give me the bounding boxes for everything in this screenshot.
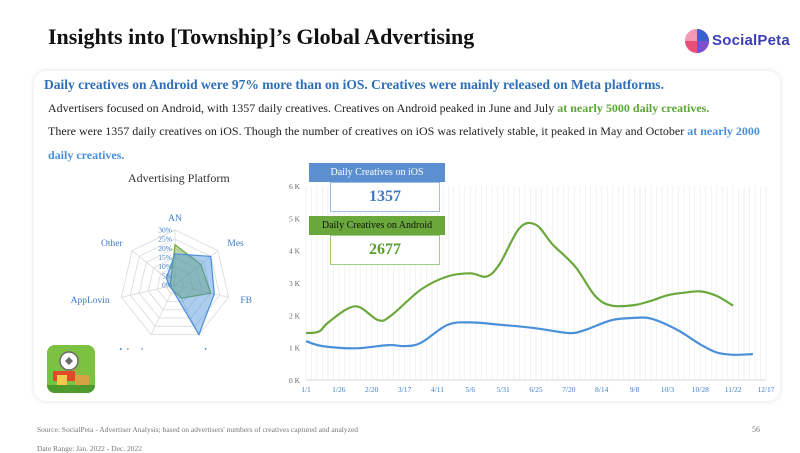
township-app-icon xyxy=(47,345,95,393)
radar-axis-label: AppLovin xyxy=(71,296,110,306)
radar-tick-label: 20% xyxy=(158,244,172,253)
chart-x-tick-label: 10/3 xyxy=(661,385,675,394)
radar-axis-label: Admob xyxy=(117,347,146,350)
chart-y-tick-label: 4 K xyxy=(289,247,301,256)
chart-x-tick-label: 12/17 xyxy=(757,385,774,394)
radar-axis-label: AN xyxy=(168,214,182,224)
radar-axis-label: Other xyxy=(101,239,123,249)
radar-spoke xyxy=(174,284,229,298)
chart-x-tick-label: 7/20 xyxy=(562,385,576,394)
page-number: 56 xyxy=(752,425,760,434)
chart-x-tick-label: 1/1 xyxy=(301,385,311,394)
radar-tick-label: 5% xyxy=(162,271,172,280)
ios-legend-value: 1357 xyxy=(330,182,440,212)
radar-ring xyxy=(156,266,194,302)
chart-x-tick-label: 11/22 xyxy=(725,385,742,394)
footer-date-range: Date Range: Jan. 2022 - Dec. 2022 xyxy=(37,444,142,453)
radar-ring xyxy=(120,229,230,336)
chart-y-ticks: 0 K 1 K 2 K 3 K 4 K 5 K 6 K xyxy=(289,182,301,385)
chart-x-tick-label: 10/28 xyxy=(692,385,709,394)
radar-spoke xyxy=(174,284,200,335)
paragraph-android: Advertisers focused on Android, with 135… xyxy=(48,96,768,120)
chart-x-ticks: 1/1 1/26 2/20 3/17 4/11 5/6 5/31 6/25 7/20 8/14 9/… xyxy=(301,385,775,394)
paragraph-android-highlight: at nearly 5000 daily creatives. xyxy=(557,101,710,115)
chart-x-tick-label: 9/8 xyxy=(630,385,640,394)
radar-tick-label: 25% xyxy=(158,235,172,244)
chart-y-tick-label: 5 K xyxy=(289,214,301,223)
radar-tick-label: 10% xyxy=(158,262,172,271)
paragraph-android-text: Advertisers focused on Android, with 135… xyxy=(48,101,558,115)
radar-spoke xyxy=(121,284,176,298)
chart-y-tick-label: 2 K xyxy=(289,311,301,320)
radar-ring xyxy=(138,247,212,319)
radar-title: Advertising Platform xyxy=(128,171,230,185)
android-legend-value: 2677 xyxy=(330,235,440,265)
logo-text: SocialPeta xyxy=(712,32,790,49)
chart-x-tick-label: 6/25 xyxy=(529,385,543,394)
chart-y-tick-label: 6 K xyxy=(289,182,301,191)
radar-ring xyxy=(129,238,221,327)
radar-axis-label: Ins xyxy=(204,347,216,350)
chart-y-tick-label: 0 K xyxy=(289,376,301,385)
radar-series xyxy=(165,253,215,336)
radar-tick-label: 0% xyxy=(162,281,172,290)
radar-axis-label: Mes xyxy=(227,239,244,249)
radar-tick-label: 30% xyxy=(158,226,172,235)
paragraph-ios: There were 1357 daily creatives on iOS. … xyxy=(48,119,768,167)
chart-y-tick-label: 3 K xyxy=(289,279,301,288)
socialpeta-logo: SocialPeta xyxy=(684,28,794,56)
footer-source: Source: SocialPeta - Advertiser Analysis… xyxy=(37,425,359,434)
chart-series-line xyxy=(305,316,753,356)
radar-axis-label: FB xyxy=(240,296,252,306)
radar-series-group xyxy=(165,243,215,336)
chart-lines xyxy=(305,221,753,356)
radar-grid xyxy=(120,229,230,336)
ios-legend-label: Daily Creatives on iOS xyxy=(309,163,445,182)
radar-labels: 0%5%10%15%20%25%30% AN Mes FB Ins Admob AppLov… xyxy=(71,214,252,350)
paragraph-ios-text: There were 1357 daily creatives on iOS. … xyxy=(48,124,688,138)
chart-x-tick-label: 2/20 xyxy=(365,385,379,394)
paragraph-ios-highlight: at nearly 2000 daily creatives. xyxy=(48,124,760,162)
headline: Daily creatives on Android were 97% more… xyxy=(44,77,664,92)
radar-tick-label: 15% xyxy=(158,253,172,262)
chart-y-tick-label: 1 K xyxy=(289,344,301,353)
radar-series xyxy=(168,243,212,299)
android-legend-label: Daily Creatives on Android xyxy=(309,216,445,235)
chart-x-tick-label: 1/26 xyxy=(332,385,346,394)
chart-series-line xyxy=(305,221,734,335)
radar-spoke xyxy=(150,284,176,335)
socialpeta-logo-icon xyxy=(685,29,709,53)
page-title: Insights into [Township]’s Global Advert… xyxy=(48,24,475,49)
radar-chart: 0%5%10%15%20%25%30% AN Mes FB Ins Admob AppLov… xyxy=(71,214,252,350)
chart-x-tick-label: 4/11 xyxy=(431,385,444,394)
radar-spoke xyxy=(131,250,176,286)
chart-x-tick-label: 8/14 xyxy=(595,385,609,394)
chart-x-tick-label: 5/31 xyxy=(496,385,510,394)
chart-x-tick-label: 3/17 xyxy=(398,385,412,394)
chart-x-tick-label: 5/6 xyxy=(465,385,475,394)
radar-ring xyxy=(147,257,203,311)
